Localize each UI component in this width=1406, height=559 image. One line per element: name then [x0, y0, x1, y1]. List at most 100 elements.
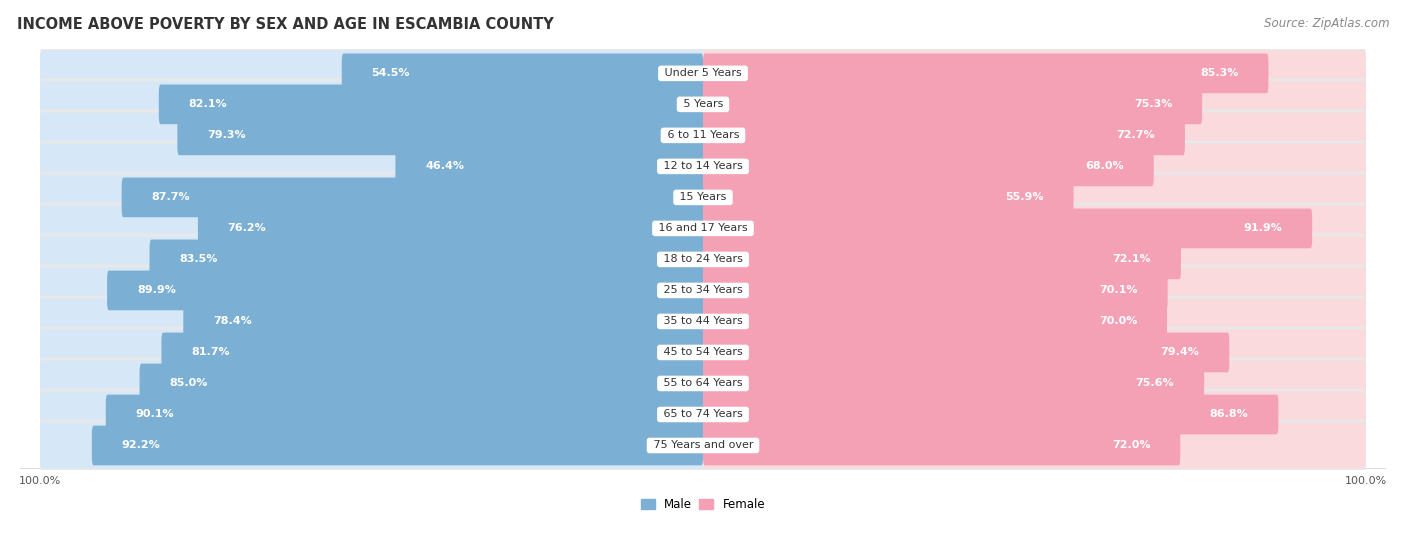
FancyBboxPatch shape [41, 233, 1365, 286]
FancyBboxPatch shape [41, 264, 1365, 316]
Text: 72.1%: 72.1% [1112, 254, 1152, 264]
FancyBboxPatch shape [41, 82, 703, 127]
FancyBboxPatch shape [105, 395, 703, 434]
Text: 85.3%: 85.3% [1201, 68, 1239, 78]
FancyBboxPatch shape [139, 363, 703, 403]
FancyBboxPatch shape [703, 271, 1167, 310]
FancyBboxPatch shape [703, 146, 1154, 186]
FancyBboxPatch shape [703, 209, 1312, 248]
FancyBboxPatch shape [703, 299, 1365, 344]
FancyBboxPatch shape [162, 333, 703, 372]
Text: Under 5 Years: Under 5 Years [661, 68, 745, 78]
FancyBboxPatch shape [177, 116, 703, 155]
FancyBboxPatch shape [41, 236, 703, 282]
Text: 91.9%: 91.9% [1243, 224, 1282, 234]
FancyBboxPatch shape [41, 140, 1365, 192]
FancyBboxPatch shape [41, 295, 1365, 348]
FancyBboxPatch shape [703, 425, 1180, 465]
FancyBboxPatch shape [703, 84, 1202, 124]
FancyBboxPatch shape [41, 110, 1365, 162]
FancyBboxPatch shape [41, 202, 1365, 254]
Text: 79.3%: 79.3% [207, 130, 246, 140]
Legend: Male, Female: Male, Female [637, 495, 769, 515]
Text: INCOME ABOVE POVERTY BY SEX AND AGE IN ESCAMBIA COUNTY: INCOME ABOVE POVERTY BY SEX AND AGE IN E… [17, 17, 554, 32]
Text: Source: ZipAtlas.com: Source: ZipAtlas.com [1264, 17, 1389, 30]
FancyBboxPatch shape [703, 112, 1365, 158]
FancyBboxPatch shape [703, 391, 1365, 437]
Text: 76.2%: 76.2% [228, 224, 267, 234]
FancyBboxPatch shape [41, 299, 703, 344]
FancyBboxPatch shape [41, 144, 703, 190]
FancyBboxPatch shape [107, 271, 703, 310]
Text: 18 to 24 Years: 18 to 24 Years [659, 254, 747, 264]
FancyBboxPatch shape [159, 84, 703, 124]
Text: 16 and 17 Years: 16 and 17 Years [655, 224, 751, 234]
FancyBboxPatch shape [41, 357, 1365, 410]
Text: 46.4%: 46.4% [425, 162, 464, 172]
FancyBboxPatch shape [703, 240, 1181, 280]
Text: 70.0%: 70.0% [1099, 316, 1137, 326]
Text: 86.8%: 86.8% [1209, 410, 1249, 419]
FancyBboxPatch shape [41, 326, 1365, 378]
Text: 87.7%: 87.7% [152, 192, 190, 202]
FancyBboxPatch shape [183, 302, 703, 342]
FancyBboxPatch shape [703, 236, 1365, 282]
Text: 15 Years: 15 Years [676, 192, 730, 202]
Text: 85.0%: 85.0% [169, 378, 208, 389]
Text: 6 to 11 Years: 6 to 11 Years [664, 130, 742, 140]
Text: 70.1%: 70.1% [1099, 286, 1137, 296]
Text: 12 to 14 Years: 12 to 14 Years [659, 162, 747, 172]
FancyBboxPatch shape [41, 391, 703, 437]
FancyBboxPatch shape [703, 82, 1365, 127]
FancyBboxPatch shape [703, 54, 1268, 93]
Text: 55 to 64 Years: 55 to 64 Years [659, 378, 747, 389]
Text: 45 to 54 Years: 45 to 54 Years [659, 348, 747, 357]
Text: 89.9%: 89.9% [136, 286, 176, 296]
FancyBboxPatch shape [41, 268, 703, 314]
FancyBboxPatch shape [342, 54, 703, 93]
Text: 78.4%: 78.4% [214, 316, 252, 326]
FancyBboxPatch shape [41, 206, 703, 252]
FancyBboxPatch shape [703, 423, 1365, 468]
FancyBboxPatch shape [703, 333, 1229, 372]
FancyBboxPatch shape [703, 302, 1167, 342]
FancyBboxPatch shape [198, 209, 703, 248]
FancyBboxPatch shape [395, 146, 703, 186]
Text: 25 to 34 Years: 25 to 34 Years [659, 286, 747, 296]
FancyBboxPatch shape [41, 172, 1365, 224]
Text: 90.1%: 90.1% [135, 410, 174, 419]
FancyBboxPatch shape [703, 206, 1365, 252]
FancyBboxPatch shape [703, 268, 1365, 314]
Text: 72.7%: 72.7% [1116, 130, 1156, 140]
Text: 92.2%: 92.2% [122, 440, 160, 451]
Text: 54.5%: 54.5% [371, 68, 411, 78]
FancyBboxPatch shape [41, 419, 1365, 472]
FancyBboxPatch shape [41, 423, 703, 468]
Text: 75.6%: 75.6% [1136, 378, 1174, 389]
FancyBboxPatch shape [41, 112, 703, 158]
FancyBboxPatch shape [149, 240, 703, 280]
Text: 35 to 44 Years: 35 to 44 Years [659, 316, 747, 326]
FancyBboxPatch shape [41, 389, 1365, 440]
FancyBboxPatch shape [703, 174, 1365, 220]
Text: 75.3%: 75.3% [1133, 100, 1173, 110]
Text: 68.0%: 68.0% [1085, 162, 1123, 172]
Text: 65 to 74 Years: 65 to 74 Years [659, 410, 747, 419]
FancyBboxPatch shape [703, 361, 1365, 406]
Text: 72.0%: 72.0% [1112, 440, 1150, 451]
FancyBboxPatch shape [122, 178, 703, 217]
Text: 55.9%: 55.9% [1005, 192, 1043, 202]
FancyBboxPatch shape [703, 395, 1278, 434]
Text: 83.5%: 83.5% [180, 254, 218, 264]
FancyBboxPatch shape [41, 48, 1365, 100]
FancyBboxPatch shape [41, 361, 703, 406]
FancyBboxPatch shape [703, 144, 1365, 190]
FancyBboxPatch shape [703, 178, 1074, 217]
Text: 5 Years: 5 Years [679, 100, 727, 110]
FancyBboxPatch shape [91, 425, 703, 465]
Text: 81.7%: 81.7% [191, 348, 231, 357]
Text: 75 Years and over: 75 Years and over [650, 440, 756, 451]
Text: 82.1%: 82.1% [188, 100, 228, 110]
FancyBboxPatch shape [41, 174, 703, 220]
FancyBboxPatch shape [41, 330, 703, 376]
